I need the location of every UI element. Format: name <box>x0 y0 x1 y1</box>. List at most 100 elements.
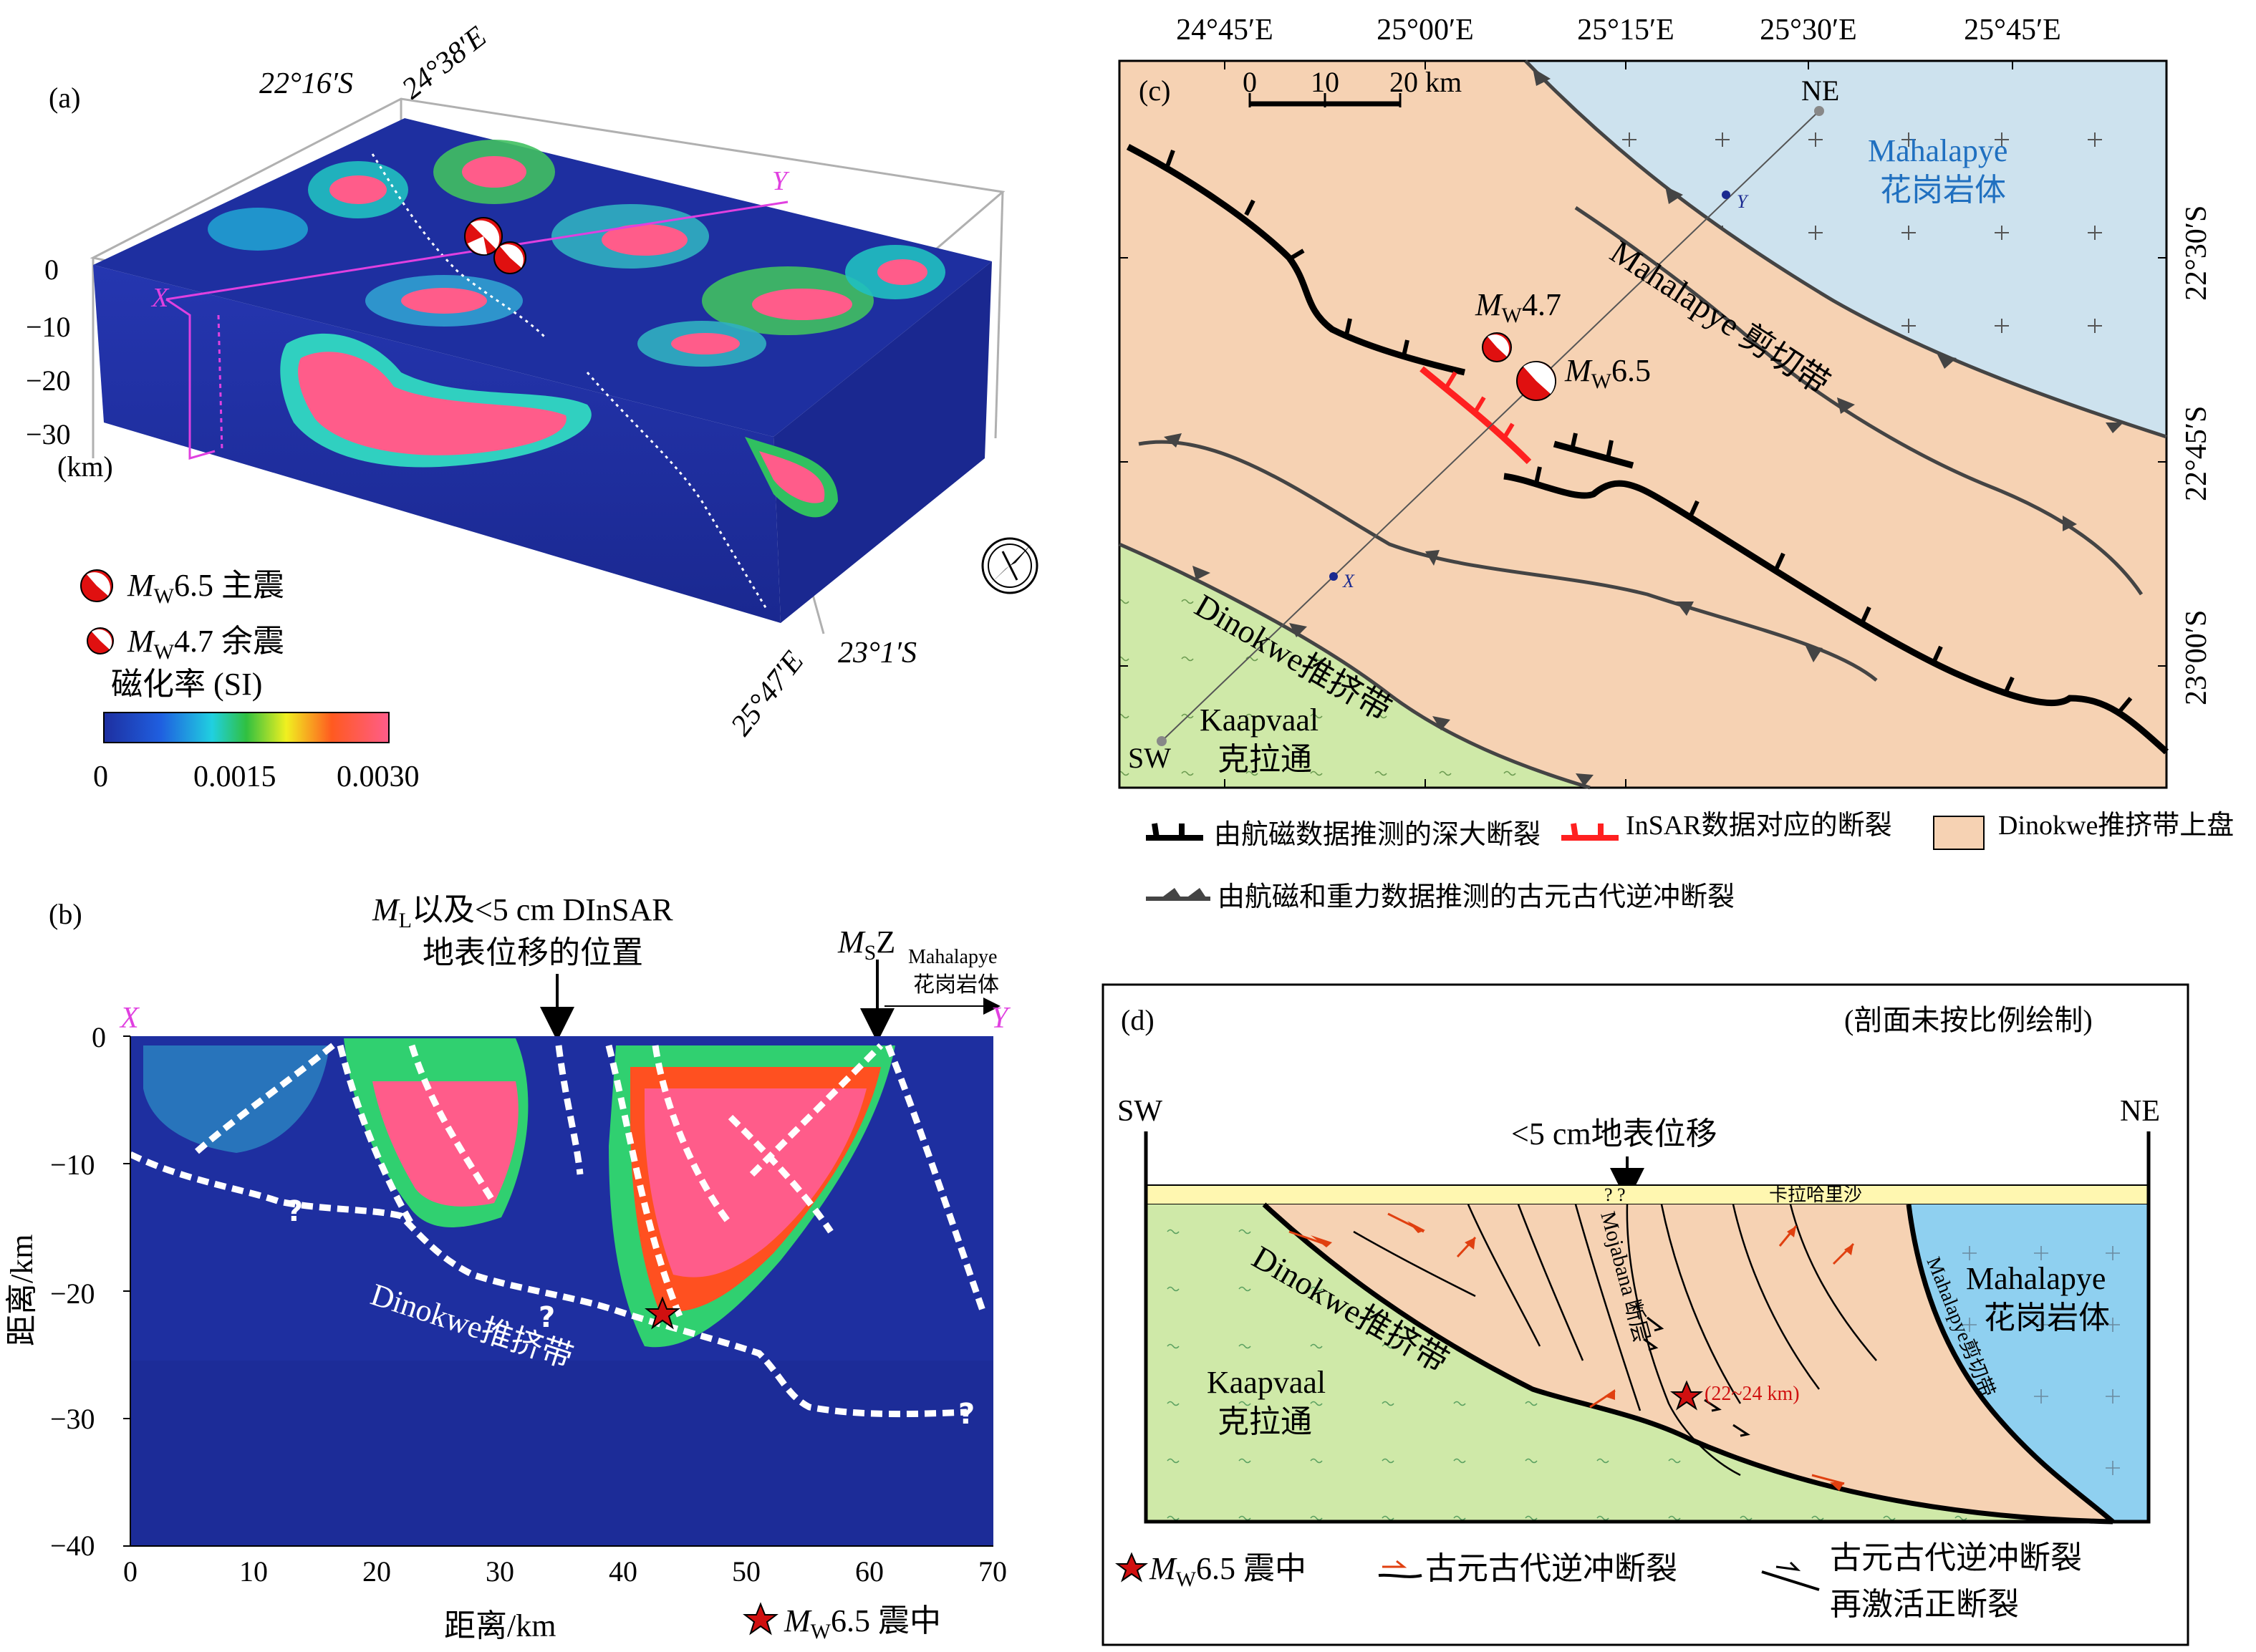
svg-text:60: 60 <box>855 1555 884 1588</box>
map-deep-faults <box>1126 144 2169 755</box>
compass-icon <box>981 537 1038 594</box>
panel-d: (d) (剖面未按比例绘制) SW NE <5 cm地表位移 卡拉哈里沙 ? ? <box>1102 983 2189 1646</box>
colorbar-tick-max: 0.0030 <box>337 760 420 793</box>
map-kaapvaal-en: Kaapvaal <box>1200 702 1319 738</box>
map-y-label: Y <box>1737 191 1749 212</box>
surface-disp-label: <5 cm地表位移 <box>1511 1116 1717 1151</box>
svg-text:−40: −40 <box>50 1530 95 1562</box>
svg-text:25°45′E: 25°45′E <box>1964 14 2061 47</box>
panel-d-note: (剖面未按比例绘制) <box>1844 1004 2093 1036</box>
section-granite-cn: 花岗岩体 <box>1984 1300 2110 1335</box>
map-aftershock-label: MW4.7 <box>1475 287 1561 327</box>
deep-anomaly-inner <box>298 352 567 455</box>
svg-text:23°00′S: 23°00′S <box>2180 610 2213 705</box>
section-epicenter-star <box>645 1296 680 1330</box>
coord-lat-bottom: 23°1′S <box>838 637 917 670</box>
section-thrust-arrows <box>1288 1212 1855 1491</box>
legend-d-reactivated-2: 再激活正断裂 <box>1830 1587 2019 1622</box>
aftershock-beachball <box>493 241 526 274</box>
profile-start-b: X <box>119 1002 140 1035</box>
section-anomaly-east-inner <box>645 1088 867 1277</box>
colorbar-tick-0: 0 <box>93 760 108 793</box>
map-thrust-faults <box>1118 59 2167 790</box>
map-sw-label: SW <box>1128 742 1171 774</box>
map-profile-ne-point <box>1814 106 1824 116</box>
legend-mainshock-text: MW6.5 主震 <box>127 568 284 608</box>
legend-insar-fault: InSAR数据对应的断裂 <box>1626 811 1892 841</box>
section-plot-lower <box>130 1361 993 1546</box>
panel-c: 24°45′E 25°00′E 25°15′E 25°30′E 25°45′E <box>1118 14 2234 912</box>
map-aftershock-beachball <box>1482 332 1512 362</box>
section-ne: NE <box>2120 1095 2160 1128</box>
annotation-msz: MSZ <box>837 924 895 965</box>
map-profile-line <box>1161 110 1820 742</box>
coord-lon-bottom: 25°47′E <box>725 645 811 742</box>
section-kaapvaal-en: Kaapvaal <box>1207 1365 1326 1400</box>
svg-text:0: 0 <box>123 1555 138 1588</box>
map-profile-y-point <box>1722 190 1730 199</box>
depth-tick-30: −30 <box>26 418 71 450</box>
section-xticks: 0 10 20 30 40 50 60 70 <box>123 1555 1007 1588</box>
map-insar-ticks <box>1445 371 1515 440</box>
svg-text:22°30′S: 22°30′S <box>2180 206 2213 301</box>
east-anomaly-inner <box>759 451 825 503</box>
sand-layer <box>1145 1184 2149 1205</box>
profile-end-b: Y <box>991 1002 1011 1035</box>
legend-c: 由航磁数据推测的深大断裂 InSAR数据对应的断裂 Dinokwe推挤带上盘 由… <box>1146 811 2234 912</box>
section-question-marks: ? ? ? <box>286 1195 975 1431</box>
fault-trace-dotted-2 <box>586 372 768 609</box>
svg-text:25°30′E: 25°30′E <box>1760 14 1857 47</box>
section-hanging-wall <box>1264 1204 2113 1522</box>
map-lon-ticks: 24°45′E 25°00′E 25°15′E 25°30′E 25°45′E <box>1176 14 2061 47</box>
sand-label: 卡拉哈里沙 <box>1769 1184 1862 1205</box>
panel-b: (b) ML以及<5 cm DInSAR 地表位移的位置 MSZ Mahalap… <box>4 892 1011 1643</box>
map-kaapvaal-cn: 克拉通 <box>1218 742 1312 777</box>
svg-text:?: ? <box>286 1195 303 1228</box>
section-internal-faults <box>1353 1204 1877 1477</box>
panel-b-label: (b) <box>49 898 82 930</box>
legend-a: MW6.5 主震 MW4.7 余震 磁化率 (SI) 0 0.0015 0.00… <box>80 568 420 793</box>
section-basal-fault <box>1262 1202 2113 1525</box>
map-lat-ticks: 22°30′S 22°45′S 23°00′S <box>2180 206 2213 705</box>
svg-text:20 km: 20 km <box>1389 66 1462 98</box>
depth-tick-20: −20 <box>26 364 71 397</box>
svg-text:10: 10 <box>1311 66 1339 98</box>
section-shear-boundary <box>1906 1204 2115 1524</box>
annotation-mahalapye: Mahalapye <box>908 946 997 968</box>
section-xlabel: 距离/km <box>444 1608 556 1643</box>
svg-text:10: 10 <box>239 1555 268 1588</box>
colorbar-tick-mid: 0.0015 <box>193 760 276 793</box>
map-x-label: X <box>1342 571 1355 591</box>
colorbar <box>103 712 390 743</box>
depth-axis: 0 −10 −20 −30 (km) <box>26 253 113 483</box>
legend-epicenter-b: MW6.5 震中 <box>784 1603 941 1643</box>
depth-tick-0: 0 <box>44 253 59 286</box>
section-ytick-marks <box>123 1035 130 1547</box>
svg-text:20: 20 <box>362 1555 391 1588</box>
legend-epicenter-b-icon <box>743 1602 778 1636</box>
panel-c-label: (c) <box>1139 74 1170 107</box>
profile-end-a: Y <box>772 166 790 196</box>
legend-mainshock-icon <box>80 569 113 602</box>
legend-d-reactivated-1: 古元古代逆冲断裂 <box>1830 1540 2082 1575</box>
map-thrust-teeth <box>1164 68 2124 786</box>
map-mainshock-label: MW6.5 <box>1564 353 1651 393</box>
scale-bar: 0 10 20 km <box>1243 66 1462 107</box>
map-ne-label: NE <box>1801 74 1839 107</box>
legend-d-thrust: 古元古代逆冲断裂 <box>1425 1551 1677 1586</box>
map-mainshock-beachball <box>1516 361 1556 401</box>
svg-text:25°15′E: 25°15′E <box>1577 14 1674 47</box>
section-normal-arrows <box>1643 1316 1750 1437</box>
coord-lon-top: 24°38′E <box>396 20 493 106</box>
volume-right-face <box>773 261 992 623</box>
mainshock-beachball <box>464 217 503 256</box>
section-outline <box>1144 1131 2151 1524</box>
svg-text:0: 0 <box>92 1021 106 1053</box>
map-frame <box>1118 59 2168 789</box>
legend-deep-fault: 由航磁数据推测的深大断裂 <box>1214 820 1541 850</box>
section-depth-label: (22~24 km) <box>1705 1383 1800 1405</box>
map-profile-x-point <box>1329 572 1338 581</box>
panel-d-label: (d) <box>1121 1004 1154 1036</box>
section-anomaly-west-inner <box>372 1081 519 1207</box>
svg-text:?: ? <box>958 1398 975 1431</box>
